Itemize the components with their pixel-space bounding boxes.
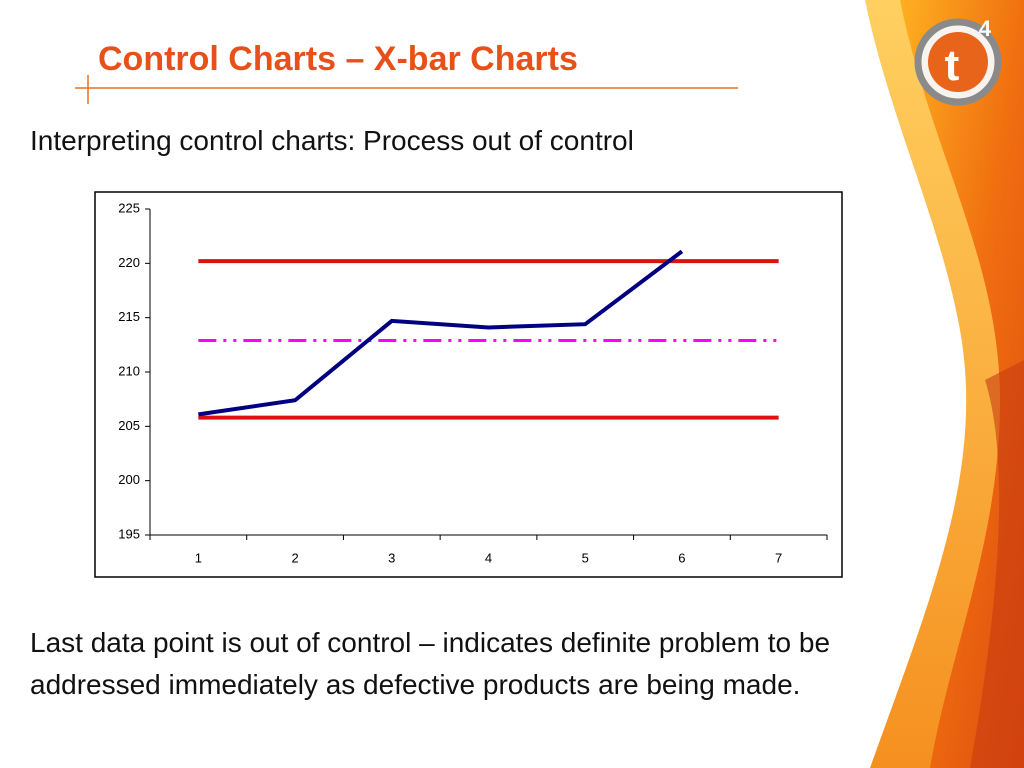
y-tick-label: 215 [118, 309, 140, 324]
y-tick-label: 225 [118, 200, 140, 215]
y-tick-label: 220 [118, 255, 140, 270]
y-tick-label: 210 [118, 363, 140, 378]
logo [928, 32, 988, 92]
x-tick-label: 1 [195, 550, 202, 565]
y-tick-label: 205 [118, 418, 140, 433]
slide-title: Control Charts – X-bar Charts [98, 40, 578, 78]
x-tick-label: 4 [485, 550, 492, 565]
x-tick-label: 2 [291, 550, 298, 565]
x-tick-label: 5 [582, 550, 589, 565]
x-tick-label: 6 [678, 550, 685, 565]
logo-superscript: 4 [979, 16, 992, 41]
slide-subtitle: Interpreting control charts: Process out… [30, 125, 634, 156]
x-tick-label: 3 [388, 550, 395, 565]
y-tick-label: 200 [118, 472, 140, 487]
swirl [900, 0, 1024, 768]
series-line [198, 249, 684, 417]
y-tick-label: 195 [118, 526, 140, 541]
slide-body: Last data point is out of control – indi… [30, 627, 831, 700]
swirl [970, 360, 1024, 768]
logo-letter: t [945, 41, 960, 90]
chart-frame [94, 191, 843, 578]
x-tick-label: 7 [775, 550, 782, 565]
